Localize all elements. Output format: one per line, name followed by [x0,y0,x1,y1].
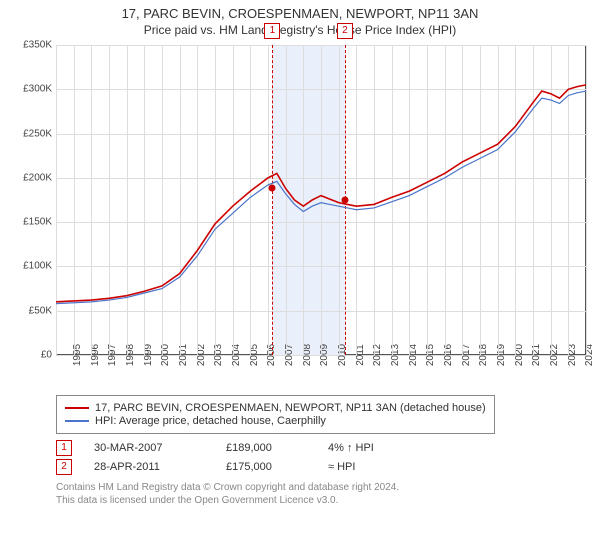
legend-row: 17, PARC BEVIN, CROESPENMAEN, NEWPORT, N… [65,402,486,414]
y-axis-label: £150K [23,217,56,228]
y-axis-label: £100K [23,261,56,272]
footer-line: This data is licensed under the Open Gov… [56,494,590,507]
sale-point [341,197,348,204]
series-hpi [56,91,586,304]
event-marker: 2 [337,23,353,39]
footer-line: Contains HM Land Registry data © Crown c… [56,481,590,494]
legend: 17, PARC BEVIN, CROESPENMAEN, NEWPORT, N… [56,395,495,434]
sale-hpi: 4% ↑ HPI [328,442,408,454]
sale-point [269,184,276,191]
y-axis-label: £250K [23,128,56,139]
sale-row: 1 30-MAR-2007 £189,000 4% ↑ HPI [56,440,590,456]
y-axis-label: £350K [23,40,56,51]
sale-id-box: 2 [56,459,72,475]
y-axis-label: £0 [41,350,56,361]
sale-row: 2 28-APR-2011 £175,000 ≈ HPI [56,459,590,475]
sale-price: £189,000 [226,442,306,454]
sale-id-box: 1 [56,440,72,456]
sale-date: 30-MAR-2007 [94,442,204,454]
legend-swatch [65,420,89,422]
legend-row: HPI: Average price, detached house, Caer… [65,415,486,427]
page-subtitle: Price paid vs. HM Land Registry's House … [10,23,590,37]
page-title: 17, PARC BEVIN, CROESPENMAEN, NEWPORT, N… [10,6,590,21]
x-axis-label: 2025 [586,344,600,366]
y-axis-label: £300K [23,84,56,95]
legend-label: 17, PARC BEVIN, CROESPENMAEN, NEWPORT, N… [95,402,486,414]
y-axis-label: £200K [23,172,56,183]
legend-label: HPI: Average price, detached house, Caer… [95,415,326,427]
price-chart: £0£50K£100K£150K£200K£250K£300K£350K1995… [56,45,586,355]
gridline-v [586,45,587,355]
series-property [56,85,586,302]
series-svg [56,45,586,355]
sale-price: £175,000 [226,461,306,473]
sale-hpi: ≈ HPI [328,461,408,473]
sales-table: 1 30-MAR-2007 £189,000 4% ↑ HPI 2 28-APR-2011… [56,440,590,475]
sale-date: 28-APR-2011 [94,461,204,473]
legend-swatch [65,407,89,409]
y-axis-label: £50K [29,305,56,316]
footer-attribution: Contains HM Land Registry data © Crown c… [56,481,590,507]
event-marker: 1 [264,23,280,39]
